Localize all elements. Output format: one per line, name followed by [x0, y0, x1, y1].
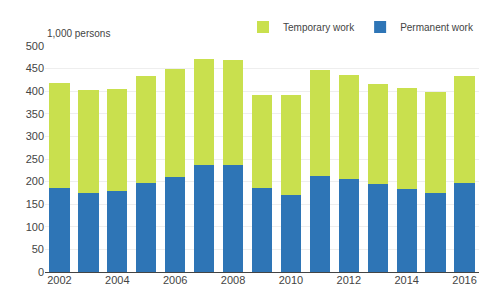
svg-text:450: 450	[26, 62, 44, 74]
svg-text:50: 50	[32, 243, 44, 255]
svg-text:150: 150	[26, 198, 44, 210]
svg-text:2004: 2004	[105, 274, 129, 286]
svg-text:200: 200	[26, 175, 44, 187]
svg-text:100: 100	[26, 221, 44, 233]
svg-text:300: 300	[26, 130, 44, 142]
svg-text:2010: 2010	[279, 274, 303, 286]
svg-text:2014: 2014	[394, 274, 418, 286]
svg-text:2006: 2006	[163, 274, 187, 286]
svg-text:2008: 2008	[221, 274, 245, 286]
svg-text:350: 350	[26, 108, 44, 120]
svg-text:250: 250	[26, 153, 44, 165]
svg-text:Permanent work: Permanent work	[400, 22, 474, 33]
svg-text:2012: 2012	[337, 274, 361, 286]
svg-text:400: 400	[26, 85, 44, 97]
svg-text:2002: 2002	[47, 274, 71, 286]
svg-text:1,000 persons: 1,000 persons	[47, 28, 110, 39]
svg-text:Temporary work: Temporary work	[283, 22, 355, 33]
svg-text:2016: 2016	[452, 274, 476, 286]
svg-text:0: 0	[38, 266, 44, 278]
svg-text:500: 500	[26, 40, 44, 52]
